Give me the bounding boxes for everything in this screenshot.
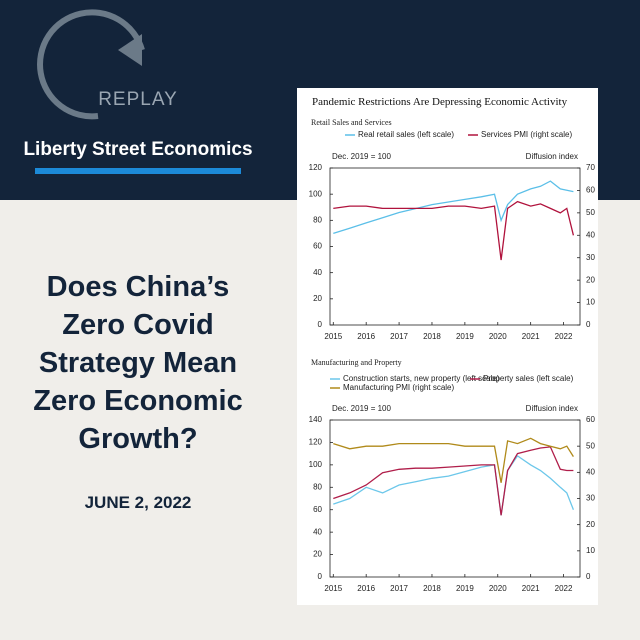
y-tick-label: 0	[318, 320, 323, 329]
y-tick-label: 120	[309, 438, 323, 447]
x-tick-label: 2018	[423, 332, 441, 341]
y-tick-label: 20	[313, 550, 322, 559]
series-line	[333, 180, 574, 235]
x-tick-label: 2015	[324, 332, 342, 341]
brand: Liberty Street Economics	[23, 139, 252, 160]
x-tick-label: 2015	[324, 584, 342, 593]
legend-label: Construction starts, new property (left …	[343, 374, 500, 383]
series-line	[333, 446, 574, 516]
y-tick-label: 60	[313, 242, 322, 251]
replay-arrowhead	[118, 34, 142, 66]
replay-icon	[37, 9, 145, 120]
headline: Does China’s Zero Covid Strategy Mean Zero …	[33, 271, 243, 455]
x-tick-label: 2019	[456, 584, 474, 593]
y2-tick-label: 0	[586, 320, 591, 329]
y2-tick-label: 0	[586, 572, 591, 581]
y2-tick-label: 10	[586, 546, 595, 555]
y2-tick-label: 70	[586, 163, 595, 172]
figure-title: Pandemic Restrictions Are Depressing Eco…	[312, 96, 568, 108]
y-tick-label: 0	[318, 572, 323, 581]
replay-arc	[37, 9, 145, 120]
replay-label[interactable]: REPLAY	[98, 89, 178, 110]
x-tick-label: 2022	[555, 584, 573, 593]
y2-axis-label: Diffusion index	[526, 404, 578, 413]
y2-tick-label: 60	[586, 186, 595, 195]
headline-line: Strategy Mean	[39, 347, 237, 379]
charts: Retail Sales and Services Dec. 2019 = 100…	[309, 118, 596, 593]
x-tick-label: 2016	[357, 584, 375, 593]
x-tick-label: 2020	[489, 332, 507, 341]
x-tick-label: 2017	[390, 584, 408, 593]
y-tick-label: 80	[313, 215, 322, 224]
y2-tick-label: 20	[586, 275, 595, 284]
y-tick-label: 100	[309, 189, 323, 198]
figure-card	[297, 88, 598, 605]
y2-tick-label: 40	[586, 230, 595, 239]
series-line	[333, 200, 575, 261]
y-axis-label: Dec. 2019 = 100	[332, 152, 391, 161]
headline-line: Zero Economic	[33, 385, 243, 417]
x-tick-label: 2020	[489, 584, 507, 593]
y-tick-label: 60	[313, 505, 322, 514]
series-line	[333, 437, 574, 483]
y-tick-label: 80	[313, 482, 322, 491]
legend-label: Manufacturing PMI (right scale)	[343, 383, 454, 392]
chart-title: Manufacturing and Property	[311, 358, 402, 367]
series-line	[333, 454, 575, 516]
x-tick-label: 2022	[555, 332, 573, 341]
x-tick-label: 2017	[390, 332, 408, 341]
brand-underline	[35, 168, 241, 174]
y-tick-label: 140	[309, 415, 323, 424]
x-tick-label: 2019	[456, 332, 474, 341]
y2-tick-label: 50	[586, 441, 595, 450]
y-tick-label: 120	[309, 163, 323, 172]
y2-tick-label: 30	[586, 253, 595, 262]
legend-label: Real retail sales (left scale)	[358, 130, 454, 139]
y-tick-label: 40	[313, 268, 322, 277]
y-axis-label: Dec. 2019 = 100	[332, 404, 391, 413]
y2-tick-label: 60	[586, 415, 595, 424]
y2-tick-label: 10	[586, 298, 595, 307]
legend-label: Services PMI (right scale)	[481, 130, 572, 139]
y2-tick-label: 40	[586, 467, 595, 476]
legend-label: Property sales (left scale)	[483, 374, 574, 383]
headline-line: Growth?	[78, 423, 197, 455]
x-tick-label: 2021	[522, 332, 540, 341]
x-tick-label: 2018	[423, 584, 441, 593]
date: JUNE 2, 2022	[85, 493, 192, 512]
x-tick-label: 2021	[522, 584, 540, 593]
y-tick-label: 100	[309, 460, 323, 469]
y2-tick-label: 50	[586, 208, 595, 217]
y-tick-label: 40	[313, 527, 322, 536]
x-tick-label: 2016	[357, 332, 375, 341]
y2-tick-label: 30	[586, 494, 595, 503]
y-tick-label: 20	[313, 294, 322, 303]
headline-line: Zero Covid	[62, 309, 213, 341]
headline-line: Does China’s	[47, 271, 230, 303]
y2-axis-label: Diffusion index	[526, 152, 578, 161]
y2-tick-label: 20	[586, 520, 595, 529]
chart-title: Retail Sales and Services	[311, 118, 392, 127]
